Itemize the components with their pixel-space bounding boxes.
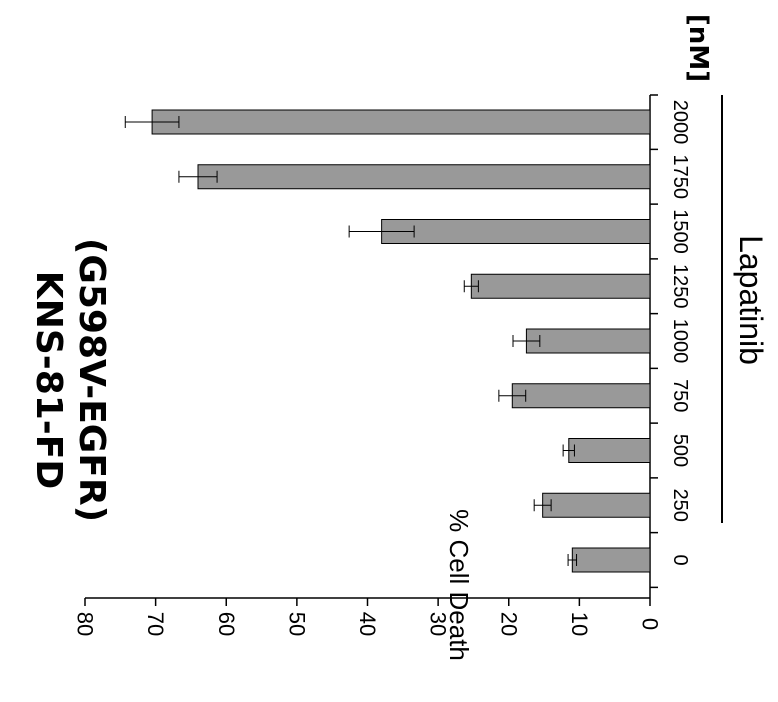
category-label-1500: 1500 xyxy=(669,209,691,254)
value-tick-label-0: 0 xyxy=(638,618,663,630)
category-label-1250: 1250 xyxy=(669,264,691,309)
category-label-1000: 1000 xyxy=(669,319,691,364)
error-bar-500 xyxy=(562,444,575,457)
value-tick-label-2: 20 xyxy=(496,612,521,636)
value-tick-label-8: 80 xyxy=(73,612,98,636)
value-axis xyxy=(84,597,651,606)
bar-1000 xyxy=(525,328,651,354)
error-bar-0 xyxy=(567,554,578,566)
chart-title-line-2: (G598V-EGFR) xyxy=(71,238,112,522)
bars xyxy=(151,109,651,573)
error-bar-2000 xyxy=(124,116,180,128)
value-tick-label-3: 30 xyxy=(426,612,451,636)
category-axis xyxy=(649,94,658,598)
value-tick-labels: 0 10 20 30 40 50 60 70 80 xyxy=(73,612,663,636)
category-label-250: 250 xyxy=(669,489,691,522)
bar-250 xyxy=(542,492,651,518)
value-tick-label-7: 70 xyxy=(143,612,168,636)
bar-1750 xyxy=(197,164,651,190)
drug-label: Lapatinib xyxy=(733,235,769,365)
value-tick-label-1: 10 xyxy=(567,612,592,636)
category-labels: 0 250 500 750 1000 1250 1500 1750 2000 xyxy=(669,100,691,566)
category-label-750: 750 xyxy=(669,379,691,412)
category-label-1750: 1750 xyxy=(669,155,691,200)
error-bar-1000 xyxy=(512,335,541,347)
value-axis-label: % Cell Death xyxy=(444,509,474,661)
bar-750 xyxy=(511,383,651,409)
category-label-2000: 2000 xyxy=(669,100,691,145)
unit-label: [nM] xyxy=(683,14,713,82)
bar-1250 xyxy=(470,273,651,299)
error-bars xyxy=(124,116,578,566)
value-tick-label-6: 60 xyxy=(214,612,239,636)
bar-500 xyxy=(568,438,651,463)
bar-0 xyxy=(571,547,651,573)
bar-1500 xyxy=(381,219,651,244)
chart-title-line-1: KNS-81-FD xyxy=(28,271,69,489)
error-bar-1500 xyxy=(348,225,415,238)
error-bar-750 xyxy=(498,389,527,402)
value-tick-label-5: 50 xyxy=(284,612,309,636)
error-bar-250 xyxy=(533,499,552,512)
error-bar-1750 xyxy=(178,170,218,183)
value-tick-label-4: 40 xyxy=(355,612,380,636)
category-label-0: 0 xyxy=(669,554,691,565)
error-bar-1250 xyxy=(463,280,479,293)
category-label-500: 500 xyxy=(669,434,691,467)
bar-2000 xyxy=(151,109,651,135)
